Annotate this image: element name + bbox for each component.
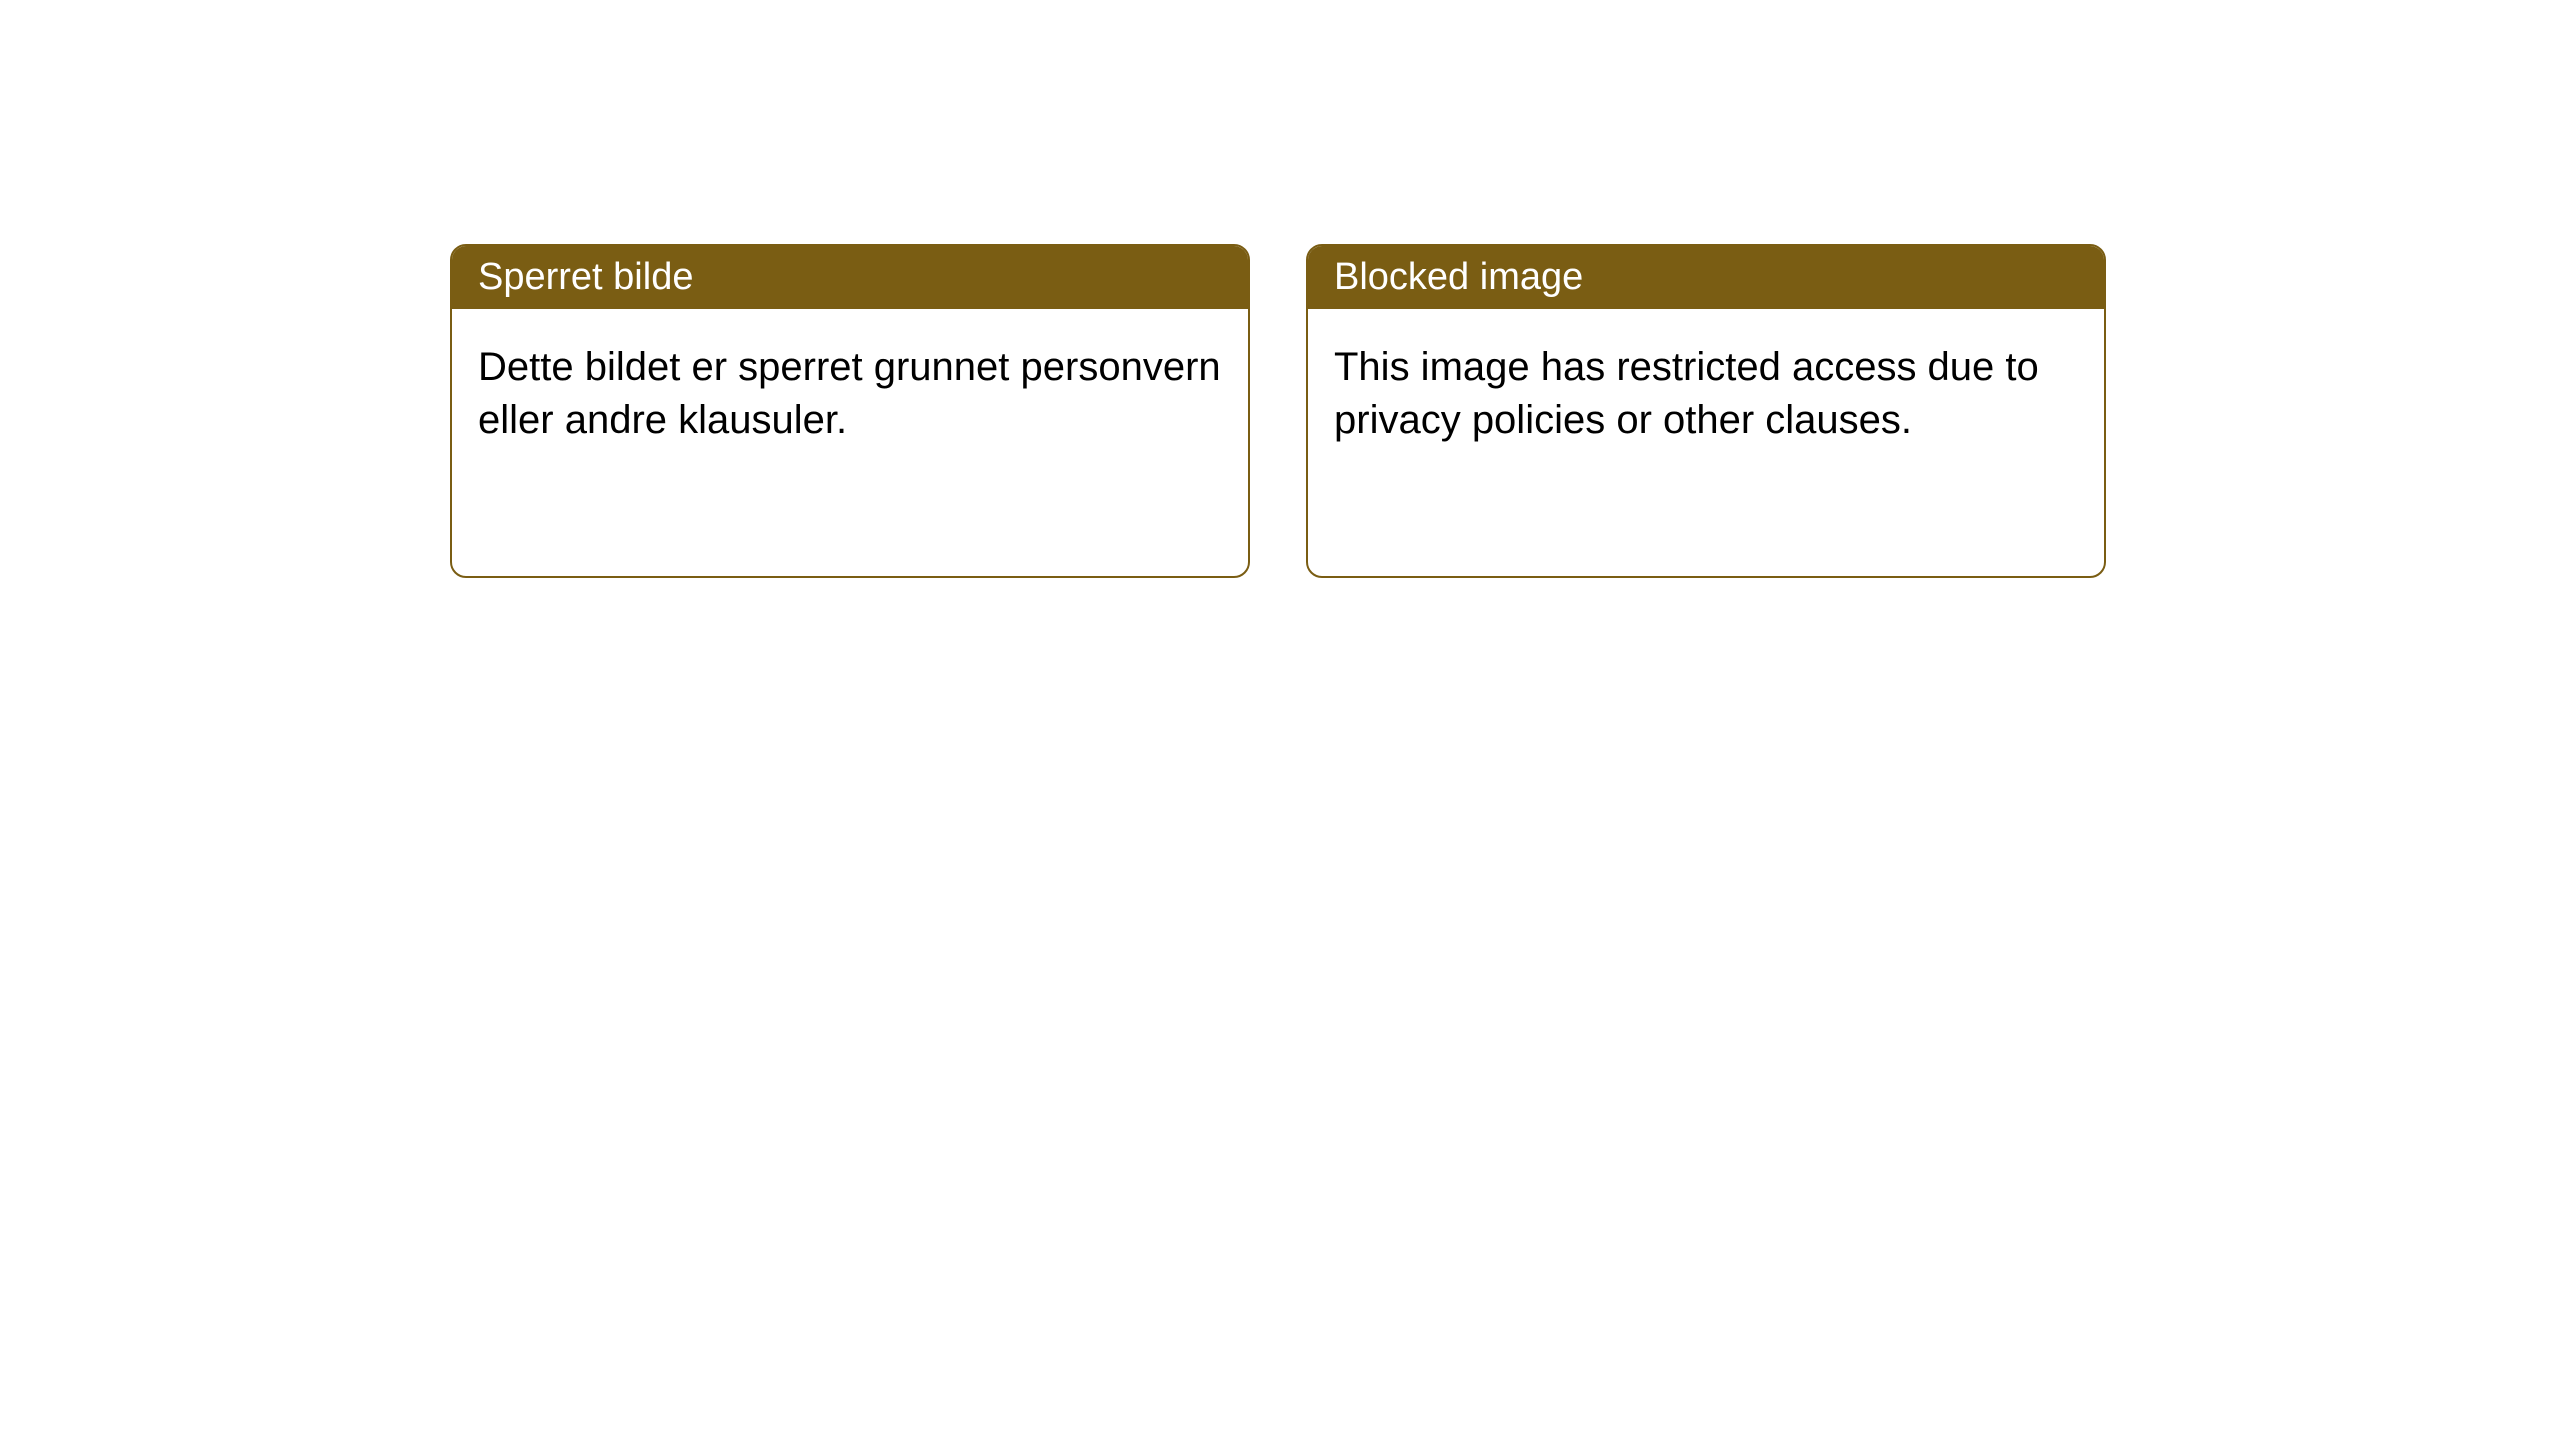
notice-card-english: Blocked image This image has restricted … — [1306, 244, 2106, 578]
card-title-english: Blocked image — [1334, 256, 1583, 298]
card-header-english: Blocked image — [1308, 246, 2104, 309]
notice-cards-container: Sperret bilde Dette bildet er sperret gr… — [450, 244, 2106, 578]
card-body-norwegian: Dette bildet er sperret grunnet personve… — [452, 309, 1248, 479]
notice-card-norwegian: Sperret bilde Dette bildet er sperret gr… — [450, 244, 1250, 578]
card-header-norwegian: Sperret bilde — [452, 246, 1248, 309]
card-message-english: This image has restricted access due to … — [1334, 345, 2039, 442]
card-title-norwegian: Sperret bilde — [478, 256, 693, 298]
card-body-english: This image has restricted access due to … — [1308, 309, 2104, 479]
card-message-norwegian: Dette bildet er sperret grunnet personve… — [478, 345, 1221, 442]
